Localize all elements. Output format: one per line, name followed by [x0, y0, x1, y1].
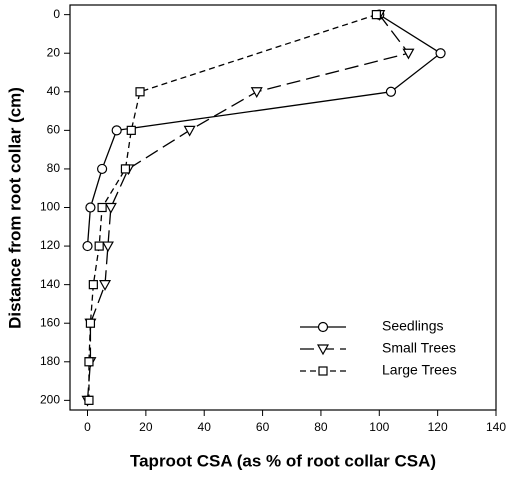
- point: [84, 357, 94, 367]
- legend-marker: [318, 366, 328, 376]
- y-tick-label: 180: [40, 354, 60, 368]
- series-line: [86, 14, 442, 247]
- point: [250, 87, 263, 99]
- series-line: [88, 14, 377, 401]
- point: [435, 48, 446, 59]
- point: [135, 87, 145, 97]
- point: [88, 280, 98, 290]
- point: [402, 48, 415, 60]
- y-tick-label: 120: [40, 238, 60, 252]
- point: [104, 202, 117, 214]
- x-tick-label: 40: [198, 420, 212, 434]
- y-tick-label: 0: [53, 7, 60, 21]
- x-axis-title: Taproot CSA (as % of root collar CSA): [130, 451, 436, 470]
- y-tick-label: 60: [47, 123, 61, 137]
- x-tick-label: 80: [314, 420, 328, 434]
- point: [385, 86, 397, 97]
- point: [120, 164, 131, 174]
- legend-text: Seedlings: [382, 318, 444, 334]
- y-tick-label: 40: [47, 84, 61, 98]
- x-tick-label: 20: [139, 420, 153, 434]
- point: [111, 125, 122, 136]
- y-tick-label: 20: [47, 45, 61, 59]
- point: [183, 125, 196, 137]
- point: [98, 280, 112, 291]
- y-tick-label: 200: [40, 393, 60, 407]
- x-tick-label: 60: [256, 420, 270, 434]
- point: [85, 202, 96, 213]
- point: [96, 163, 108, 175]
- y-tick-label: 80: [47, 161, 61, 175]
- point: [84, 395, 94, 405]
- point: [85, 318, 96, 328]
- y-tick-label: 160: [40, 315, 60, 329]
- point: [126, 125, 136, 135]
- y-tick-label: 140: [40, 277, 60, 291]
- x-tick-label: 0: [84, 420, 91, 434]
- series-line: [86, 14, 410, 401]
- point: [371, 10, 381, 20]
- legend-marker: [317, 321, 329, 333]
- point: [97, 202, 107, 213]
- legend-text: Small Trees: [382, 340, 456, 356]
- point: [82, 240, 93, 252]
- x-tick-label: 120: [428, 420, 448, 434]
- x-tick-label: 100: [369, 420, 389, 434]
- y-axis-title: Distance from root collar (cm): [5, 87, 24, 329]
- point: [101, 241, 114, 253]
- x-tick-label: 140: [486, 420, 506, 434]
- legend-text: Large Trees: [382, 362, 457, 378]
- y-tick-label: 100: [40, 200, 60, 214]
- point: [94, 241, 104, 251]
- legend-marker: [316, 344, 330, 356]
